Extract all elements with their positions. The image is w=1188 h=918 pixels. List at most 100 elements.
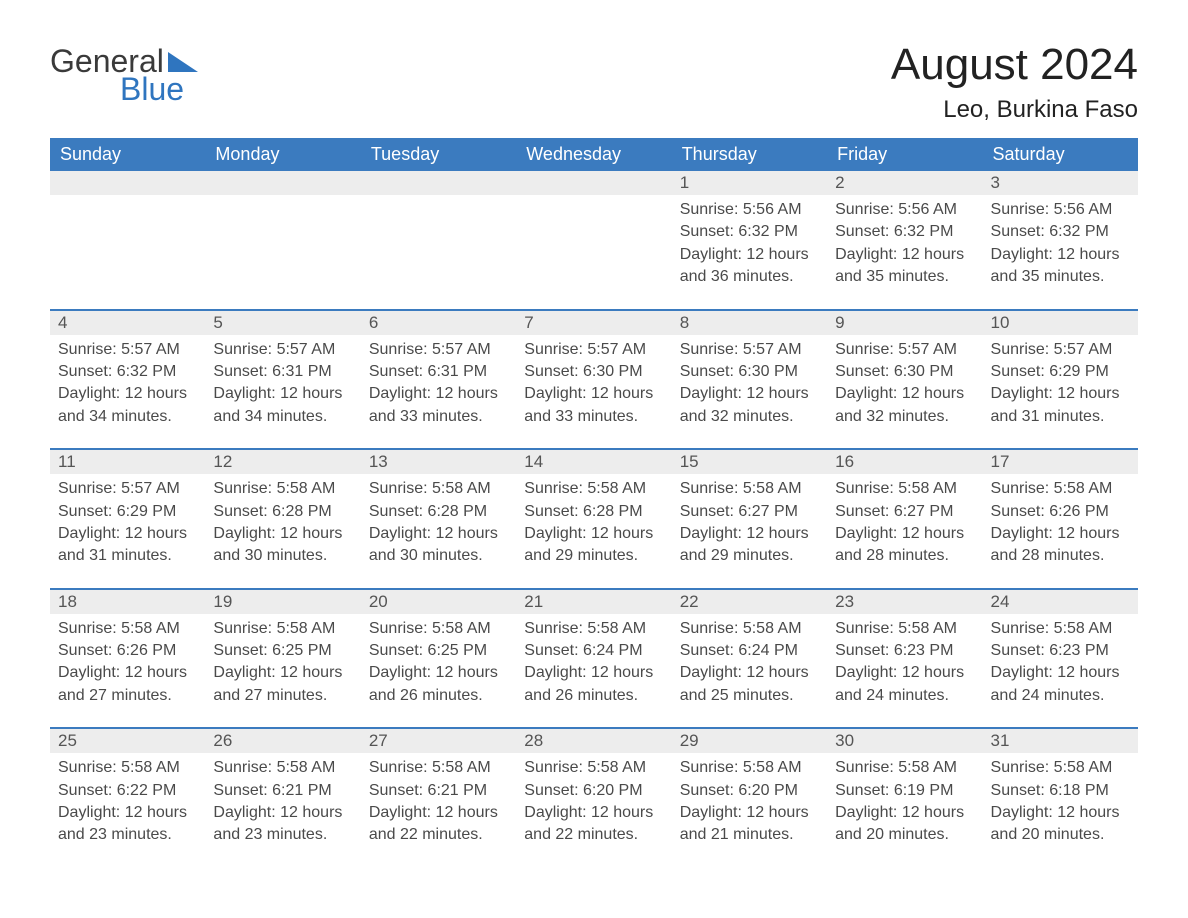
calendar-day-cell: 25Sunrise: 5:58 AMSunset: 6:22 PMDayligh… bbox=[50, 728, 205, 867]
sunset-line: Sunset: 6:20 PM bbox=[680, 780, 819, 802]
sunset-line: Sunset: 6:28 PM bbox=[213, 501, 352, 523]
sunrise-line: Sunrise: 5:58 AM bbox=[835, 618, 974, 640]
calendar-day-cell: 11Sunrise: 5:57 AMSunset: 6:29 PMDayligh… bbox=[50, 449, 205, 589]
sunset-line: Sunset: 6:26 PM bbox=[58, 640, 197, 662]
daylight-line: Daylight: 12 hours and 20 minutes. bbox=[835, 802, 974, 847]
sunrise-value: 5:57 AM bbox=[743, 341, 802, 358]
calendar-day-cell: 5Sunrise: 5:57 AMSunset: 6:31 PMDaylight… bbox=[205, 310, 360, 450]
sunset-line: Sunset: 6:25 PM bbox=[369, 640, 508, 662]
day-number: 25 bbox=[50, 729, 205, 753]
daylight-line: Daylight: 12 hours and 26 minutes. bbox=[369, 662, 508, 707]
calendar-empty-cell bbox=[50, 171, 205, 310]
sunrise-line: Sunrise: 5:58 AM bbox=[680, 757, 819, 779]
sunrise-line: Sunrise: 5:57 AM bbox=[524, 339, 663, 361]
sunrise-value: 5:58 AM bbox=[743, 759, 802, 776]
calendar-week-row: 11Sunrise: 5:57 AMSunset: 6:29 PMDayligh… bbox=[50, 449, 1138, 589]
sunset-value: 6:22 PM bbox=[117, 782, 177, 799]
daylight-line: Daylight: 12 hours and 33 minutes. bbox=[524, 383, 663, 428]
logo-word-blue: Blue bbox=[120, 71, 184, 107]
day-details: Sunrise: 5:56 AMSunset: 6:32 PMDaylight:… bbox=[983, 195, 1138, 289]
sunrise-value: 5:58 AM bbox=[1054, 620, 1113, 637]
sunrise-line: Sunrise: 5:58 AM bbox=[991, 478, 1130, 500]
sunrise-line: Sunrise: 5:58 AM bbox=[524, 757, 663, 779]
calendar-day-cell: 12Sunrise: 5:58 AMSunset: 6:28 PMDayligh… bbox=[205, 449, 360, 589]
day-details: Sunrise: 5:56 AMSunset: 6:32 PMDaylight:… bbox=[672, 195, 827, 289]
generalblue-logo-icon: General Blue bbox=[50, 40, 210, 110]
day-details: Sunrise: 5:58 AMSunset: 6:25 PMDaylight:… bbox=[205, 614, 360, 708]
daylight-line: Daylight: 12 hours and 35 minutes. bbox=[835, 244, 974, 289]
day-details: Sunrise: 5:58 AMSunset: 6:20 PMDaylight:… bbox=[516, 753, 671, 847]
daylight-line: Daylight: 12 hours and 27 minutes. bbox=[58, 662, 197, 707]
day-details: Sunrise: 5:58 AMSunset: 6:23 PMDaylight:… bbox=[827, 614, 982, 708]
sunset-value: 6:21 PM bbox=[428, 782, 488, 799]
sunrise-line: Sunrise: 5:57 AM bbox=[58, 339, 197, 361]
calendar-day-cell: 15Sunrise: 5:58 AMSunset: 6:27 PMDayligh… bbox=[672, 449, 827, 589]
day-number: 19 bbox=[205, 590, 360, 614]
day-number: 27 bbox=[361, 729, 516, 753]
sunset-value: 6:29 PM bbox=[117, 503, 177, 520]
day-number: 28 bbox=[516, 729, 671, 753]
calendar-week-row: 1Sunrise: 5:56 AMSunset: 6:32 PMDaylight… bbox=[50, 171, 1138, 310]
day-number: 2 bbox=[827, 171, 982, 195]
sunset-value: 6:26 PM bbox=[1049, 503, 1109, 520]
calendar-week-row: 25Sunrise: 5:58 AMSunset: 6:22 PMDayligh… bbox=[50, 728, 1138, 867]
daylight-line: Daylight: 12 hours and 31 minutes. bbox=[991, 383, 1130, 428]
calendar-day-cell: 16Sunrise: 5:58 AMSunset: 6:27 PMDayligh… bbox=[827, 449, 982, 589]
daylight-line: Daylight: 12 hours and 25 minutes. bbox=[680, 662, 819, 707]
sunset-value: 6:31 PM bbox=[428, 363, 488, 380]
sunrise-line: Sunrise: 5:58 AM bbox=[680, 478, 819, 500]
day-details: Sunrise: 5:58 AMSunset: 6:27 PMDaylight:… bbox=[827, 474, 982, 568]
day-details: Sunrise: 5:57 AMSunset: 6:32 PMDaylight:… bbox=[50, 335, 205, 429]
daylight-line: Daylight: 12 hours and 23 minutes. bbox=[213, 802, 352, 847]
calendar-week-row: 18Sunrise: 5:58 AMSunset: 6:26 PMDayligh… bbox=[50, 589, 1138, 729]
sunset-line: Sunset: 6:30 PM bbox=[835, 361, 974, 383]
day-number: 31 bbox=[983, 729, 1138, 753]
sunrise-line: Sunrise: 5:57 AM bbox=[213, 339, 352, 361]
day-details: Sunrise: 5:57 AMSunset: 6:30 PMDaylight:… bbox=[672, 335, 827, 429]
sunrise-value: 5:56 AM bbox=[898, 201, 957, 218]
sunrise-line: Sunrise: 5:58 AM bbox=[524, 478, 663, 500]
sunset-value: 6:29 PM bbox=[1049, 363, 1109, 380]
day-number: 5 bbox=[205, 311, 360, 335]
sunrise-value: 5:58 AM bbox=[121, 620, 180, 637]
sunset-line: Sunset: 6:19 PM bbox=[835, 780, 974, 802]
daylight-line: Daylight: 12 hours and 27 minutes. bbox=[213, 662, 352, 707]
sunset-line: Sunset: 6:32 PM bbox=[58, 361, 197, 383]
calendar-day-cell: 8Sunrise: 5:57 AMSunset: 6:30 PMDaylight… bbox=[672, 310, 827, 450]
calendar-day-cell: 14Sunrise: 5:58 AMSunset: 6:28 PMDayligh… bbox=[516, 449, 671, 589]
calendar-day-cell: 6Sunrise: 5:57 AMSunset: 6:31 PMDaylight… bbox=[361, 310, 516, 450]
sunrise-line: Sunrise: 5:58 AM bbox=[835, 757, 974, 779]
calendar-day-cell: 24Sunrise: 5:58 AMSunset: 6:23 PMDayligh… bbox=[983, 589, 1138, 729]
sunset-value: 6:20 PM bbox=[583, 782, 643, 799]
location-subtitle: Leo, Burkina Faso bbox=[891, 96, 1138, 124]
sunrise-line: Sunrise: 5:57 AM bbox=[58, 478, 197, 500]
daylight-line: Daylight: 12 hours and 34 minutes. bbox=[58, 383, 197, 428]
day-number: 8 bbox=[672, 311, 827, 335]
calendar-day-cell: 7Sunrise: 5:57 AMSunset: 6:30 PMDaylight… bbox=[516, 310, 671, 450]
sunrise-value: 5:57 AM bbox=[1054, 341, 1113, 358]
sunset-value: 6:28 PM bbox=[272, 503, 332, 520]
calendar-day-cell: 17Sunrise: 5:58 AMSunset: 6:26 PMDayligh… bbox=[983, 449, 1138, 589]
sunrise-value: 5:58 AM bbox=[432, 480, 491, 497]
day-number: 23 bbox=[827, 590, 982, 614]
month-title: August 2024 bbox=[891, 40, 1138, 90]
sunset-value: 6:20 PM bbox=[738, 782, 798, 799]
day-details: Sunrise: 5:58 AMSunset: 6:21 PMDaylight:… bbox=[361, 753, 516, 847]
day-number: 29 bbox=[672, 729, 827, 753]
day-details: Sunrise: 5:57 AMSunset: 6:30 PMDaylight:… bbox=[827, 335, 982, 429]
sunset-value: 6:32 PM bbox=[738, 223, 798, 240]
sunrise-line: Sunrise: 5:56 AM bbox=[835, 199, 974, 221]
day-details: Sunrise: 5:57 AMSunset: 6:30 PMDaylight:… bbox=[516, 335, 671, 429]
day-number: 14 bbox=[516, 450, 671, 474]
day-details: Sunrise: 5:58 AMSunset: 6:26 PMDaylight:… bbox=[983, 474, 1138, 568]
calendar-day-cell: 20Sunrise: 5:58 AMSunset: 6:25 PMDayligh… bbox=[361, 589, 516, 729]
sunset-line: Sunset: 6:32 PM bbox=[680, 221, 819, 243]
calendar-day-cell: 22Sunrise: 5:58 AMSunset: 6:24 PMDayligh… bbox=[672, 589, 827, 729]
sunrise-line: Sunrise: 5:57 AM bbox=[991, 339, 1130, 361]
sunrise-value: 5:58 AM bbox=[743, 620, 802, 637]
sunset-line: Sunset: 6:29 PM bbox=[991, 361, 1130, 383]
daylight-line: Daylight: 12 hours and 29 minutes. bbox=[680, 523, 819, 568]
day-number: 20 bbox=[361, 590, 516, 614]
sunset-value: 6:26 PM bbox=[117, 642, 177, 659]
sunrise-value: 5:57 AM bbox=[898, 341, 957, 358]
